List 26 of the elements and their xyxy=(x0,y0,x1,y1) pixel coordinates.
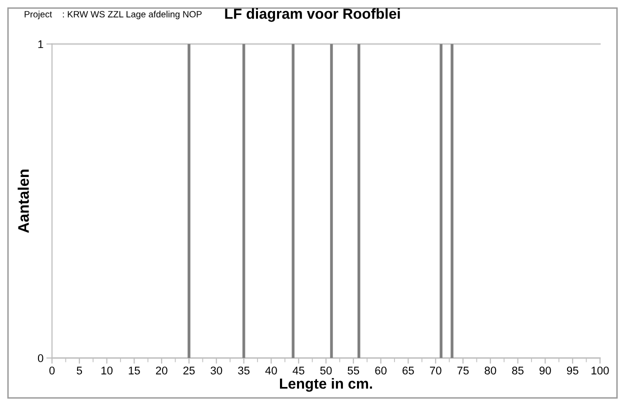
x-tick-label: 30 xyxy=(210,366,222,374)
x-tick-label: 95 xyxy=(566,366,578,374)
x-tick-label: 65 xyxy=(402,366,414,374)
x-tick-label: 90 xyxy=(540,366,551,374)
x-tick-label: 55 xyxy=(348,366,360,374)
y-tick-label: 1 xyxy=(38,40,44,48)
x-tick-label: 80 xyxy=(484,366,496,374)
x-tick-label: 100 xyxy=(592,366,609,374)
x-tick-label: 10 xyxy=(101,366,113,374)
x-tick-label: 5 xyxy=(76,366,82,374)
x-tick-label: 20 xyxy=(156,366,168,374)
x-tick-label: 25 xyxy=(183,366,195,374)
x-tick-label: 35 xyxy=(238,366,250,374)
x-tick-label: 50 xyxy=(320,366,332,374)
x-tick-label: 60 xyxy=(375,366,387,374)
x-tick-label: 70 xyxy=(430,366,442,374)
x-tick-label: 0 xyxy=(49,366,55,374)
text: Project : KRW WS ZZL Lage afdeling NOP xyxy=(24,10,202,20)
x-axis-title: Lengte in cm. xyxy=(280,378,372,392)
x-tick-label: 40 xyxy=(265,366,277,374)
y-axis-title: Aantalen xyxy=(18,170,29,233)
x-tick-label: 85 xyxy=(512,366,524,374)
chart-title: LF diagram voor Roofblei xyxy=(225,8,400,22)
x-tick-label: 75 xyxy=(457,366,469,374)
x-tick-label: 45 xyxy=(292,366,304,374)
x-tick-label: 15 xyxy=(128,366,140,374)
